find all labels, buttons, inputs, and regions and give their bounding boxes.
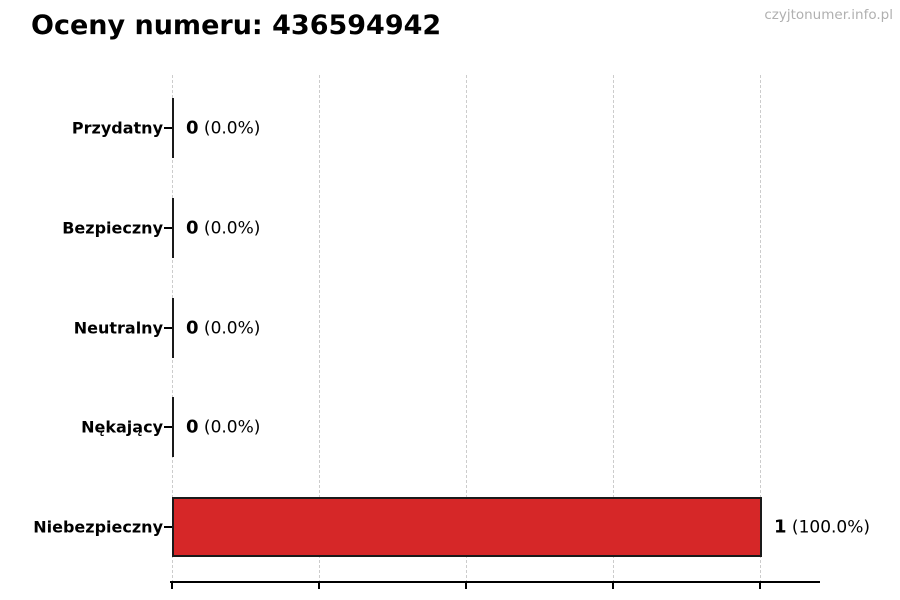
y-axis-tick (164, 326, 172, 329)
value-percent: (0.0%) (198, 318, 261, 338)
value-count: 1 (774, 516, 787, 538)
chart-title: Oceny numeru: 436594942 (31, 10, 442, 41)
x-axis-tick (759, 583, 761, 589)
value-count: 0 (186, 416, 199, 438)
value-percent: (0.0%) (198, 118, 261, 139)
value-label: 0 (0.0%) (186, 217, 260, 238)
bar (172, 497, 762, 557)
bar (172, 98, 174, 158)
value-count: 0 (186, 217, 199, 239)
value-count: 0 (186, 317, 199, 338)
value-percent: (0.0%) (198, 218, 261, 239)
bar (172, 197, 174, 258)
gridline (466, 75, 467, 583)
x-axis-tick (612, 583, 614, 589)
y-axis-tick (164, 127, 172, 129)
category-label: Neutralny (73, 318, 163, 337)
x-axis-line (170, 581, 820, 583)
bar (172, 397, 174, 458)
bar (172, 297, 174, 358)
category-label: Przydatny (71, 118, 163, 138)
gridline (760, 75, 761, 583)
category-label: Bezpieczny (62, 218, 163, 238)
x-axis-tick (318, 583, 320, 589)
value-percent: (0.0%) (198, 417, 261, 438)
category-label: Nękający (81, 417, 163, 437)
x-axis-tick (465, 583, 467, 589)
y-axis-tick (164, 526, 172, 528)
category-label: Niebezpieczny (33, 517, 163, 537)
gridline (613, 75, 614, 583)
value-label: 1 (100.0%) (774, 517, 870, 538)
y-axis-tick (164, 426, 172, 429)
x-axis-tick (171, 583, 173, 589)
y-axis-tick (164, 226, 172, 229)
gridline (319, 75, 320, 583)
value-label: 0 (0.0%) (186, 317, 260, 338)
value-percent: (100.0%) (786, 517, 871, 538)
value-label: 0 (0.0%) (186, 417, 260, 438)
value-label: 0 (0.0%) (186, 118, 260, 139)
value-count: 0 (186, 117, 199, 139)
watermark: czyjtonumer.info.pl (764, 7, 893, 23)
